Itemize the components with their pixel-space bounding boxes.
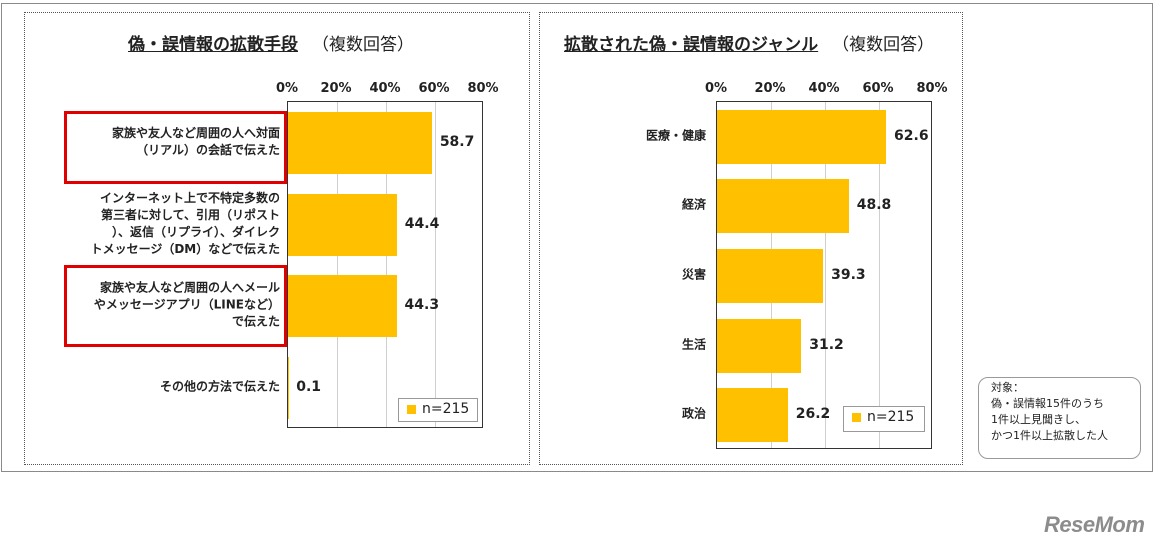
- right-chart-title: 拡散された偽・誤情報のジャンル （複数回答）: [564, 30, 934, 55]
- category-label-line: 政治: [681, 406, 706, 421]
- legend-swatch: [407, 404, 416, 414]
- category-label: 生活: [682, 336, 706, 353]
- x-tick-label: 80%: [467, 81, 499, 96]
- right-chart-title-main: 拡散された偽・誤情報のジャンル: [564, 35, 819, 55]
- right-chart-panel: [539, 12, 963, 465]
- x-tick-label: 0%: [704, 81, 728, 96]
- gridline: [386, 102, 387, 427]
- category-label-line: 家族や友人など周囲の人へメール: [99, 280, 280, 295]
- category-label: インターネット上で不特定多数の 第三者に対して、引用（リポスト ）、返信（リプライ）…: [91, 190, 280, 258]
- data-label: 48.8: [856, 197, 892, 214]
- right-chart-legend-label: n=215: [867, 409, 915, 425]
- right-chart-legend: n=215: [843, 406, 925, 432]
- category-label-line: 第三者に対して、引用（リポスト: [100, 207, 280, 222]
- bar: [288, 111, 432, 174]
- highlight-box-face-to-face: [64, 111, 287, 184]
- data-label: 0.1: [296, 379, 322, 396]
- category-label-line: （リアル）の会話で伝えた: [136, 142, 280, 157]
- data-label: 39.3: [831, 267, 866, 283]
- bar: [717, 388, 788, 443]
- category-label-line: ）、返信（リプライ）、ダイレク: [111, 224, 280, 239]
- note-line: かつ1件以上拡散した人: [991, 429, 1108, 442]
- left-chart-title-main: 偽・誤情報の拡散手段: [128, 35, 298, 55]
- category-label-line: インターネット上で不特定多数の: [99, 190, 280, 205]
- right-chart-plot-area: [716, 101, 932, 449]
- right-chart-title-sub: （複数回答）: [832, 35, 935, 55]
- x-tick-label: 80%: [916, 81, 948, 96]
- bar: [288, 193, 397, 256]
- category-label-line: その他の方法で伝えた: [159, 379, 280, 394]
- left-chart-title: 偽・誤情報の拡散手段 （複数回答）: [128, 30, 414, 55]
- category-label: 家族や友人など周囲の人へメール やメッセージアプリ（LINEなど） で伝えた: [94, 280, 280, 331]
- category-label-line: 家族や友人など周囲の人へ対面: [111, 125, 280, 140]
- note-line: 1件以上見聞きし、: [991, 413, 1086, 426]
- data-label: 44.4: [404, 215, 440, 232]
- bar: [717, 109, 887, 164]
- left-chart-legend: n=215: [398, 398, 478, 422]
- category-label-line: で伝えた: [231, 314, 280, 329]
- data-label: 31.2: [809, 336, 844, 353]
- figure-frame: [1, 3, 1153, 472]
- x-tick-label: 20%: [320, 81, 352, 96]
- category-label: その他の方法で伝えた: [160, 379, 280, 396]
- left-chart-title-sub: （複数回答）: [312, 35, 414, 55]
- resemom-logo: ReseMom: [1044, 512, 1145, 537]
- category-label-line: 医療・健康: [645, 128, 706, 143]
- gridline: [435, 102, 436, 427]
- legend-swatch: [852, 412, 861, 422]
- data-label: 26.2: [795, 406, 831, 423]
- category-label-line: 生活: [681, 337, 706, 352]
- data-label: 58.7: [439, 133, 475, 150]
- left-chart-legend-label: n=215: [422, 401, 470, 417]
- highlight-box-messaging: [64, 265, 287, 347]
- bar: [288, 275, 397, 338]
- x-tick-label: 40%: [369, 81, 401, 96]
- data-label: 44.3: [404, 297, 440, 314]
- category-label: 政治: [682, 406, 706, 423]
- respondent-note: 対象： 偽・誤情報15件のうち 1件以上見聞きし、 かつ1件以上拡散した人: [978, 377, 1141, 459]
- x-tick-label: 60%: [418, 81, 450, 96]
- note-line: 偽・誤情報15件のうち: [991, 397, 1104, 410]
- bar: [717, 249, 824, 303]
- category-label-line: 経済: [681, 197, 706, 212]
- left-chart-plot-area: [287, 101, 483, 428]
- gridline: [879, 102, 880, 448]
- category-label-line: トメッセージ（DM）などで伝えた: [90, 241, 280, 256]
- note-line: 対象：: [991, 381, 1024, 394]
- bar: [717, 318, 802, 373]
- gridline: [337, 102, 338, 427]
- x-tick-label: 0%: [275, 81, 299, 96]
- category-label-line: やメッセージアプリ（LINEなど）: [93, 297, 280, 312]
- data-label: 62.6: [894, 127, 929, 144]
- category-label-line: 災害: [681, 267, 706, 282]
- category-label: 経済: [682, 197, 706, 214]
- bar: [717, 179, 849, 234]
- category-label: 医療・健康: [646, 127, 706, 144]
- x-tick-label: 20%: [754, 81, 786, 96]
- gridline: [825, 102, 826, 448]
- category-label: 災害: [682, 267, 706, 284]
- left-chart-panel: [24, 12, 530, 465]
- x-tick-label: 60%: [862, 81, 894, 96]
- x-tick-label: 40%: [808, 81, 840, 96]
- category-label: 家族や友人など周囲の人へ対面 （リアル）の会話で伝えた: [112, 125, 280, 159]
